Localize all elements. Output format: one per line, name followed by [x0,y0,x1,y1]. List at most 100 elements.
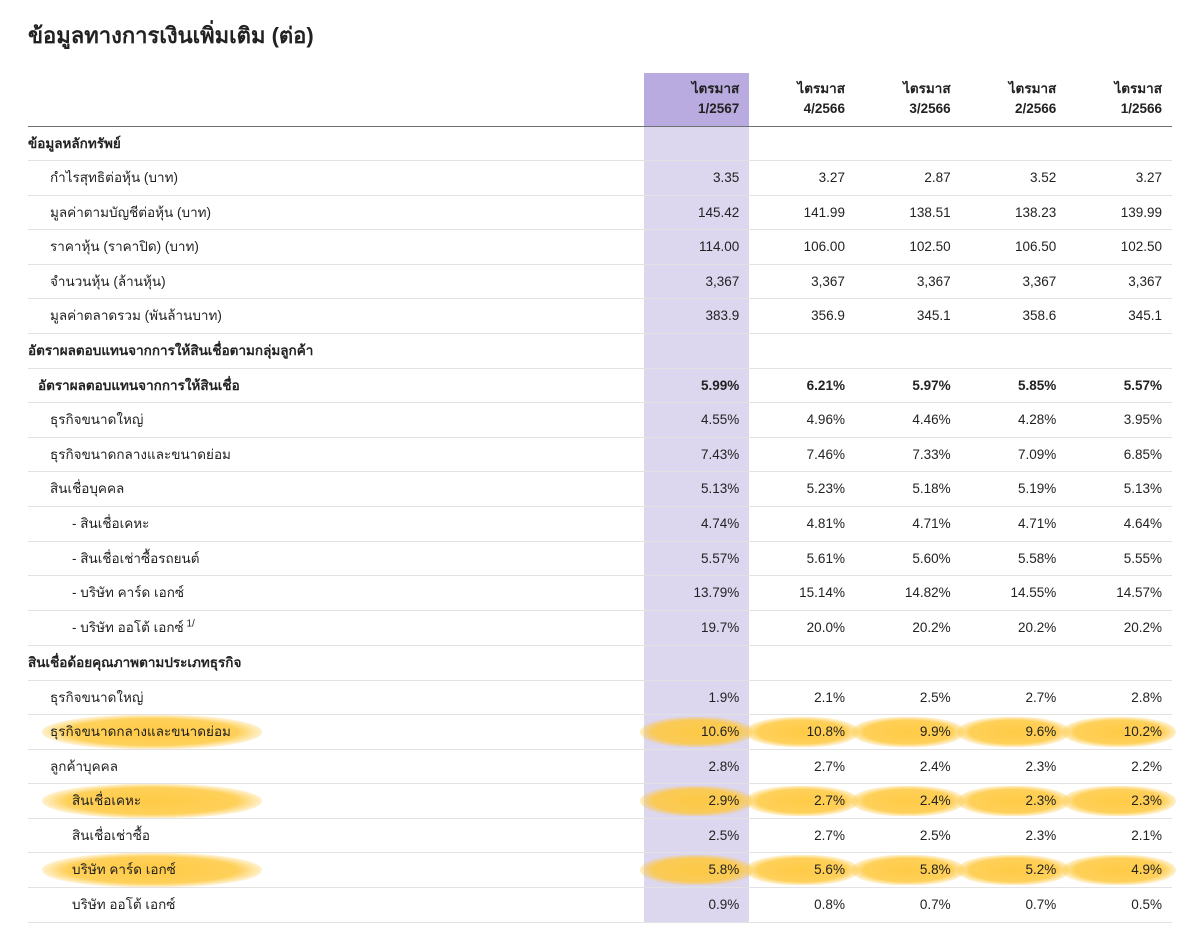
cell: 13.79% [644,576,750,611]
row-label: บริษัท ออโต้ เอกซ์ [28,888,644,923]
cell: 4.81% [749,507,855,542]
cell: 14.82% [855,576,961,611]
header-blank [28,73,644,126]
table-row: ธุรกิจขนาดใหญ่1.9%2.1%2.5%2.7%2.8% [28,680,1172,715]
cell: 9.6% [961,715,1067,750]
cell: 5.8% [855,853,961,888]
cell: 20.2% [1066,610,1172,645]
cell: 5.6% [749,853,855,888]
cell: 2.7% [961,680,1067,715]
header-col-4: ไตรมาส1/2566 [1066,73,1172,126]
cell: 2.1% [749,680,855,715]
cell: 3.95% [1066,403,1172,438]
cell: 2.4% [855,749,961,784]
cell: 10.6% [644,715,750,750]
row-label: - บริษัท คาร์ด เอกซ์ [28,576,644,611]
row-label: - สินเชื่อเคหะ [28,507,644,542]
cell: 383.9 [644,299,750,334]
cell: 3.27 [749,161,855,196]
table-row: จำนวนหุ้น (ล้านหุ้น)3,3673,3673,3673,367… [28,264,1172,299]
cell [961,645,1067,680]
cell: 14.55% [961,576,1067,611]
table-row: มูลค่าตามบัญชีต่อหุ้น (บาท)145.42141.991… [28,195,1172,230]
cell: 2.2% [1066,749,1172,784]
cell: 5.55% [1066,541,1172,576]
cell: 7.43% [644,437,750,472]
table-row: บริษัท คาร์ด เอกซ์5.8%5.6%5.8%5.2%4.9% [28,853,1172,888]
cell [1066,126,1172,161]
table-row: กำไรสุทธิต่อหุ้น (บาท)3.353.272.873.523.… [28,161,1172,196]
cell [1066,645,1172,680]
table-row: - บริษัท คาร์ด เอกซ์13.79%15.14%14.82%14… [28,576,1172,611]
cell: 4.28% [961,403,1067,438]
cell: 0.7% [961,888,1067,923]
cell: 9.9% [855,715,961,750]
cell: 4.96% [749,403,855,438]
table-row: - สินเชื่อเช่าซื้อรถยนต์5.57%5.61%5.60%5… [28,541,1172,576]
cell [961,126,1067,161]
cell: 356.9 [749,299,855,334]
cell: 1.9% [644,680,750,715]
row-label: กำไรสุทธิต่อหุ้น (บาท) [28,161,644,196]
cell: 0.8% [749,888,855,923]
cell: 2.7% [749,749,855,784]
row-label: ธุรกิจขนาดใหญ่ [28,403,644,438]
cell [855,334,961,369]
table-row: อัตราผลตอบแทนจากการให้สินเชื่อตามกลุ่มลู… [28,334,1172,369]
cell: 20.0% [749,610,855,645]
cell: 7.33% [855,437,961,472]
cell: 2.8% [644,749,750,784]
cell: 2.7% [749,818,855,853]
cell: 2.3% [961,818,1067,853]
cell [749,126,855,161]
cell: 7.46% [749,437,855,472]
row-label: อัตราผลตอบแทนจากการให้สินเชื่อ [28,368,644,403]
table-row: ธุรกิจขนาดใหญ่4.55%4.96%4.46%4.28%3.95% [28,403,1172,438]
cell: 102.50 [855,230,961,265]
cell: 5.23% [749,472,855,507]
cell: 345.1 [855,299,961,334]
financial-table: ไตรมาส1/2567ไตรมาส4/2566ไตรมาส3/2566ไตรม… [28,73,1172,923]
cell: 5.61% [749,541,855,576]
cell [749,645,855,680]
cell: 0.5% [1066,888,1172,923]
cell: 4.74% [644,507,750,542]
cell: 2.7% [749,784,855,819]
cell: 6.21% [749,368,855,403]
table-row: ราคาหุ้น (ราคาปิด) (บาท)114.00106.00102.… [28,230,1172,265]
cell: 5.60% [855,541,961,576]
cell: 3,367 [961,264,1067,299]
cell: 2.1% [1066,818,1172,853]
cell: 7.09% [961,437,1067,472]
row-label: มูลค่าตลาดรวม (พันล้านบาท) [28,299,644,334]
cell: 5.18% [855,472,961,507]
cell: 0.7% [855,888,961,923]
cell: 2.3% [1066,784,1172,819]
cell: 138.51 [855,195,961,230]
cell: 10.2% [1066,715,1172,750]
header-col-2: ไตรมาส3/2566 [855,73,961,126]
cell: 20.2% [855,610,961,645]
row-label: - บริษัท ออโต้ เอกซ์ 1/ [28,610,644,645]
cell: 5.97% [855,368,961,403]
row-label: จำนวนหุ้น (ล้านหุ้น) [28,264,644,299]
cell: 2.4% [855,784,961,819]
header-col-1: ไตรมาส4/2566 [749,73,855,126]
row-label: ธุรกิจขนาดใหญ่ [28,680,644,715]
cell: 4.46% [855,403,961,438]
table-row: อัตราผลตอบแทนจากการให้สินเชื่อ5.99%6.21%… [28,368,1172,403]
cell: 2.5% [644,818,750,853]
table-row: - บริษัท ออโต้ เอกซ์ 1/19.7%20.0%20.2%20… [28,610,1172,645]
cell: 4.9% [1066,853,1172,888]
cell: 2.5% [855,818,961,853]
cell: 106.50 [961,230,1067,265]
table-row: ธุรกิจขนาดกลางและขนาดย่อม10.6%10.8%9.9%9… [28,715,1172,750]
cell: 2.9% [644,784,750,819]
cell: 2.5% [855,680,961,715]
cell: 5.19% [961,472,1067,507]
cell: 3.52 [961,161,1067,196]
cell [644,645,750,680]
cell: 0.9% [644,888,750,923]
cell: 3.27 [1066,161,1172,196]
cell: 19.7% [644,610,750,645]
